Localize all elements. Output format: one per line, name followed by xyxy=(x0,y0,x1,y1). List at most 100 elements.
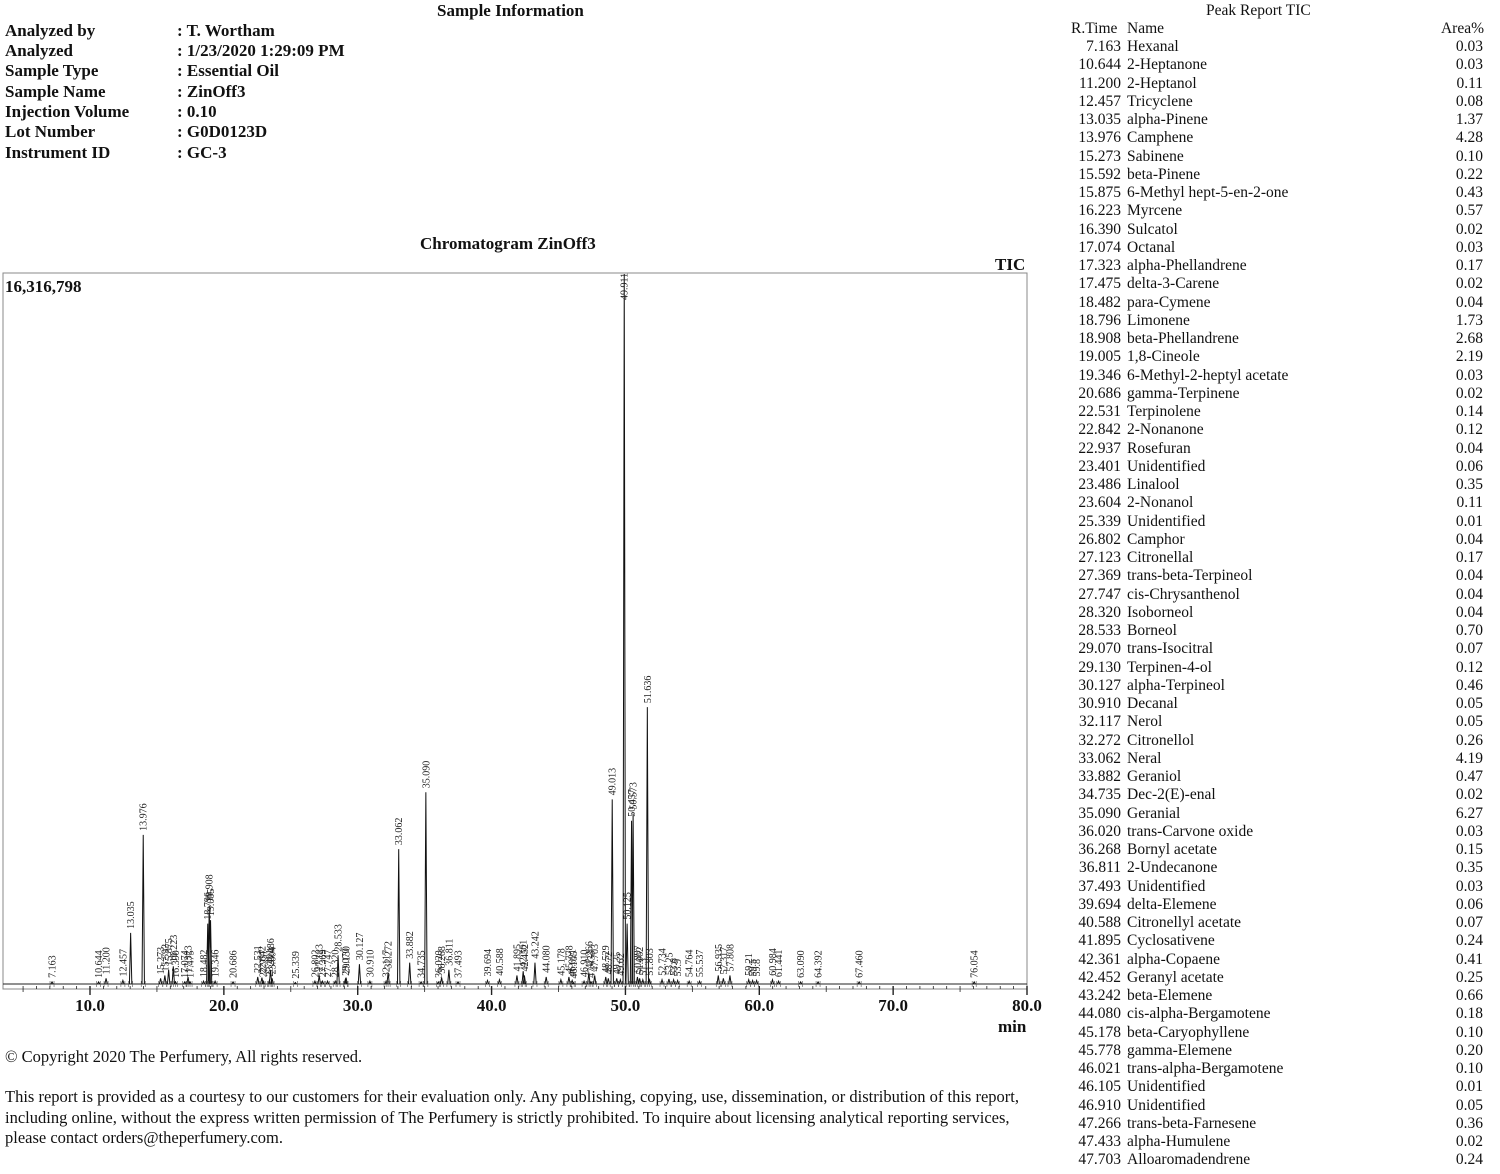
peak-label: 15.273 xyxy=(156,947,167,975)
peak-28 xyxy=(317,975,321,985)
cell-name: Citronellol xyxy=(1127,731,1195,749)
peak-77 xyxy=(667,978,671,985)
peak-label: 57.808 xyxy=(725,944,736,972)
peak-label: 23.401 xyxy=(265,949,276,977)
peak-76 xyxy=(660,977,664,985)
peak-46 xyxy=(456,980,460,985)
cell-area: 0.02 xyxy=(1455,384,1483,402)
cell-rtime: 33.062 xyxy=(1078,749,1121,767)
cell-name: 2-Heptanone xyxy=(1127,56,1208,74)
table-row: 17.475 delta-3-Carene 0.02 xyxy=(1062,275,1487,293)
peak-traces xyxy=(3,273,1027,987)
peak-85 xyxy=(747,977,751,985)
peak-86 xyxy=(750,978,755,985)
peak-marker xyxy=(485,981,490,987)
peak-label: 53.25 xyxy=(664,953,675,976)
peak-marker xyxy=(407,981,412,987)
peak-marker xyxy=(260,981,266,987)
peak-label: 30.127 xyxy=(355,933,366,961)
peak-label: 25.339 xyxy=(291,951,302,979)
cell-rtime: 22.531 xyxy=(1078,403,1121,420)
cell-name: delta-Elemene xyxy=(1127,895,1217,913)
cell-name: Dec-2(E)-enal xyxy=(1127,786,1216,804)
table-row: 40.588 Citronellyl acetate 0.07 xyxy=(1062,914,1487,932)
cell-area: 0.02 xyxy=(1455,220,1483,238)
cell-area: 1.37 xyxy=(1455,111,1483,128)
table-row: 7.163 Hexanal 0.03 xyxy=(1062,38,1487,56)
table-row: 32.117 Nerol 0.05 xyxy=(1062,713,1487,731)
cell-area: 0.35 xyxy=(1455,859,1483,877)
cell-area: 0.24 xyxy=(1455,1151,1483,1169)
cell-rtime: 32.272 xyxy=(1078,731,1121,749)
peak-marker xyxy=(446,981,452,987)
cell-name: 2-Nonanone xyxy=(1127,421,1204,439)
peak-marker xyxy=(120,981,126,987)
peak-label: 47.703 xyxy=(590,944,601,972)
peak-59 xyxy=(587,972,591,985)
cell-rtime: 22.937 xyxy=(1078,439,1121,457)
cell-area: 0.43 xyxy=(1455,184,1483,201)
table-row: 30.910 Decanal 0.05 xyxy=(1062,695,1487,713)
peak-marker xyxy=(609,981,615,987)
peak-78 xyxy=(671,977,676,985)
cell-rtime: 32.117 xyxy=(1078,713,1121,731)
cell-rtime: 34.735 xyxy=(1078,786,1121,804)
copyright-text: © Copyright 2020 The Perfumery, All righ… xyxy=(5,1047,363,1066)
cell-rtime: 25.339 xyxy=(1078,512,1121,530)
cell-rtime: 30.127 xyxy=(1078,676,1121,694)
cell-rtime: 16.390 xyxy=(1078,220,1121,238)
cell-rtime: 45.778 xyxy=(1078,1041,1121,1059)
peak-75 xyxy=(647,977,652,985)
table-row: 27.747 cis-Chrysanthenol 0.04 xyxy=(1062,586,1487,604)
peak-35 xyxy=(357,964,362,985)
cell-area: 6.27 xyxy=(1455,804,1483,822)
cell-area: 0.03 xyxy=(1455,366,1483,384)
cell-rtime: 46.910 xyxy=(1078,1096,1121,1114)
plot-frame xyxy=(2,272,1028,990)
cell-rtime: 46.105 xyxy=(1078,1078,1121,1096)
table-row: 39.694 delta-Elemene 0.06 xyxy=(1062,896,1487,914)
table-row: 46.021 trans-alpha-Bergamotene 0.10 xyxy=(1062,1060,1487,1078)
peak-label: 36.020 xyxy=(434,950,445,978)
table-row: 46.105 Unidentified 0.01 xyxy=(1062,1078,1487,1096)
cell-area: 0.06 xyxy=(1455,457,1483,475)
peak-marker xyxy=(614,981,620,987)
peak-marker xyxy=(721,981,726,987)
cell-name: para-Cymene xyxy=(1127,293,1211,311)
peak-marker xyxy=(385,981,391,987)
peak-label: 50.457 xyxy=(627,789,638,817)
cell-rtime: 30.910 xyxy=(1078,695,1121,712)
peak-47 xyxy=(485,978,490,985)
peak-label: 76.054 xyxy=(970,950,981,978)
cell-name: trans-beta-Farnesene xyxy=(1127,1114,1257,1132)
peak-36 xyxy=(368,979,372,985)
peak-label: 32.272 xyxy=(384,941,395,969)
table-row: 19.005 1,8-Cineole 2.19 xyxy=(1062,348,1487,366)
peak-label: 40.588 xyxy=(495,948,506,976)
peak-73 xyxy=(641,977,645,985)
cell-name: trans-alpha-Bergamotene xyxy=(1127,1060,1284,1077)
table-row: 22.531 Terpinolene 0.14 xyxy=(1062,403,1487,421)
peak-label: 46.021 xyxy=(568,949,579,977)
peak-marker xyxy=(418,981,424,987)
x-tick-label: 10.0 xyxy=(75,996,105,1015)
cell-area: 0.47 xyxy=(1455,768,1483,785)
peak-marker xyxy=(776,981,781,987)
peak-1 xyxy=(96,980,101,985)
peak-label: 17.323 xyxy=(184,945,195,973)
peak-label: 43.242 xyxy=(530,931,541,959)
peak-27 xyxy=(313,979,317,985)
table-row: 45.178 beta-Caryophyllene 0.10 xyxy=(1062,1024,1487,1042)
table-row: 19.346 6-Methyl-2-heptyl acetate 0.03 xyxy=(1062,367,1487,385)
peak-10 xyxy=(173,980,178,985)
peak-marker xyxy=(675,981,680,987)
cell-area: 0.04 xyxy=(1455,530,1483,548)
cell-name: Camphor xyxy=(1127,530,1185,548)
peak-42 xyxy=(424,792,428,985)
peak-marker xyxy=(770,981,775,987)
table-row: 15.592 beta-Pinene 0.22 xyxy=(1062,166,1487,184)
cell-name: Unidentified xyxy=(1127,512,1206,530)
peak-marker xyxy=(96,981,101,987)
peak-marker xyxy=(630,981,636,987)
cell-rtime: 18.796 xyxy=(1078,311,1121,329)
